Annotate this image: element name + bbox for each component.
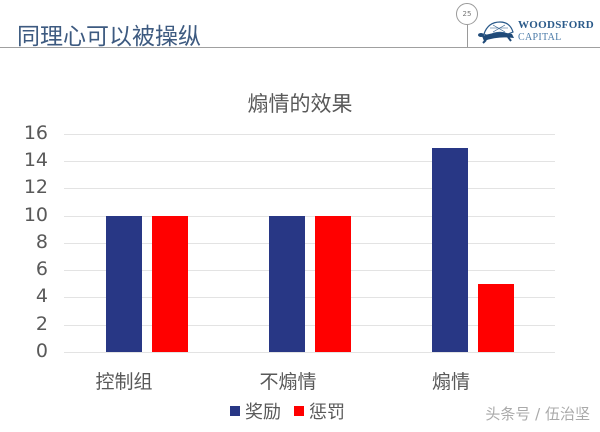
y-tick: 10: [23, 204, 48, 226]
gridline: [64, 243, 555, 244]
x-tick-label: 煽情: [431, 371, 470, 393]
y-tick: 0: [35, 340, 48, 362]
bar-punishment: [478, 283, 514, 352]
bar-punishment: [315, 215, 351, 352]
y-tick: 6: [35, 258, 48, 280]
y-tick: 8: [35, 231, 48, 253]
company-logo: WOODSFORD CAPITAL: [478, 16, 595, 46]
bar-reward: [106, 215, 142, 352]
x-tick-label: 控制组: [95, 371, 153, 393]
y-tick: 4: [35, 285, 48, 307]
gridline: [64, 161, 555, 162]
page-number-badge: 25: [456, 3, 478, 25]
legend-swatch-reward: [230, 406, 240, 416]
gridline: [64, 188, 555, 189]
y-tick: 14: [23, 149, 48, 171]
bar-punishment: [152, 215, 188, 352]
y-tick: 2: [35, 313, 48, 335]
page-number-stem: [467, 25, 468, 47]
gridline: [64, 352, 555, 353]
logo-text-primary: WOODSFORD: [518, 19, 595, 31]
logo-text-secondary: CAPITAL: [518, 32, 562, 43]
slide-title: 同理心可以被操纵: [17, 24, 201, 50]
legend: 奖励 惩罚: [230, 398, 358, 424]
gridline: [64, 297, 555, 298]
legend-item-punishment: 惩罚: [294, 398, 345, 424]
legend-label: 奖励: [245, 402, 281, 423]
watermark: 头条号 / 伍治坚: [485, 405, 590, 423]
gridline: [64, 134, 555, 135]
gridline: [64, 216, 555, 217]
bar-reward: [269, 215, 305, 352]
header-divider: [0, 47, 600, 48]
chart-title: 煽情的效果: [247, 92, 353, 116]
x-tick-label: 不煽情: [259, 371, 317, 393]
legend-swatch-punishment: [294, 406, 304, 416]
bar-reward: [432, 147, 468, 352]
gridline: [64, 325, 555, 326]
turtle-logo-icon: [478, 21, 514, 44]
y-tick: 16: [23, 122, 48, 144]
gridline: [64, 270, 555, 271]
y-tick: 12: [23, 176, 48, 198]
legend-item-reward: 奖励: [230, 398, 281, 424]
legend-label: 惩罚: [309, 402, 345, 423]
